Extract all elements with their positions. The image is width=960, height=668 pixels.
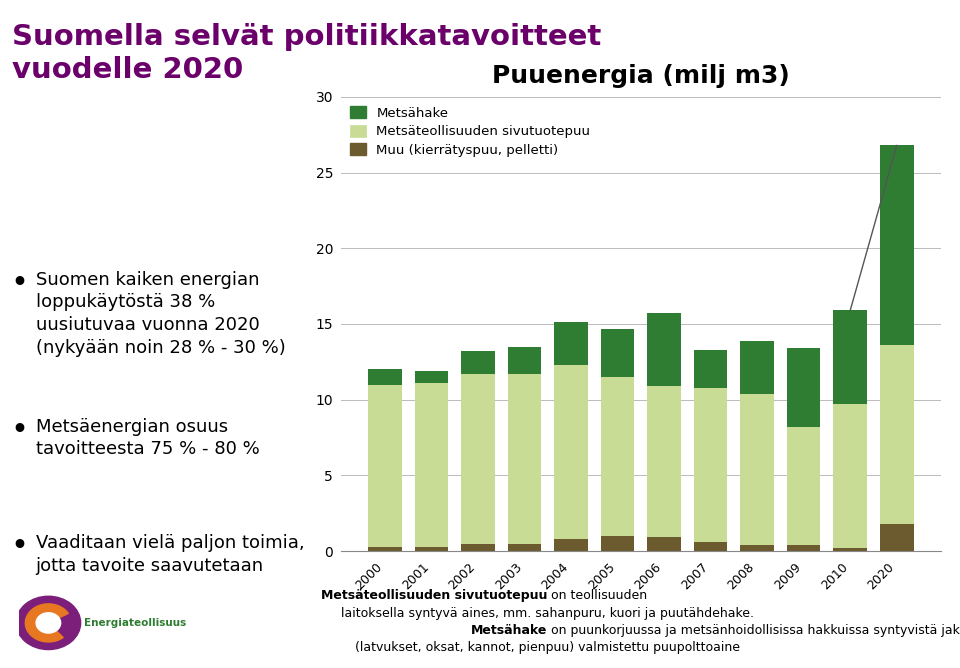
- Text: on teollisuuden: on teollisuuden: [547, 589, 647, 602]
- Bar: [787, 427, 821, 545]
- Bar: [508, 374, 541, 544]
- Wedge shape: [25, 604, 68, 642]
- Bar: [554, 365, 588, 539]
- Bar: [740, 341, 774, 393]
- Bar: [461, 544, 494, 551]
- Text: •: •: [12, 534, 28, 558]
- Bar: [368, 546, 401, 551]
- Circle shape: [36, 613, 60, 633]
- Title: Puuenergia (milj m3): Puuenergia (milj m3): [492, 64, 790, 88]
- Text: (latvukset, oksat, kannot, pienpuu) valmistettu puupolttoaine: (latvukset, oksat, kannot, pienpuu) valm…: [354, 641, 740, 654]
- Text: Metsähake: Metsähake: [470, 624, 547, 637]
- Text: Metsäteollisuuden sivutuotepuu: Metsäteollisuuden sivutuotepuu: [321, 589, 547, 602]
- Bar: [461, 374, 494, 544]
- Bar: [880, 345, 914, 524]
- Bar: [508, 544, 541, 551]
- Bar: [461, 351, 494, 374]
- Bar: [740, 545, 774, 551]
- Bar: [787, 545, 821, 551]
- Bar: [508, 347, 541, 374]
- Text: •: •: [12, 418, 28, 442]
- Bar: [694, 387, 728, 542]
- Text: Vaaditaan vielä paljon toimia,
jotta tavoite saavutetaan: Vaaditaan vielä paljon toimia, jotta tav…: [36, 534, 304, 575]
- Bar: [554, 539, 588, 551]
- Bar: [833, 311, 867, 404]
- Circle shape: [16, 597, 81, 649]
- Text: Metsäenergian osuus
tavoitteesta 75 % - 80 %: Metsäenergian osuus tavoitteesta 75 % - …: [36, 418, 259, 458]
- Bar: [601, 329, 635, 377]
- Bar: [368, 369, 401, 385]
- Bar: [880, 524, 914, 551]
- Text: Energiateollisuus: Energiateollisuus: [84, 618, 187, 628]
- Text: Suomella selvät politiikkatavoitteet
vuodelle 2020: Suomella selvät politiikkatavoitteet vuo…: [12, 23, 601, 84]
- Bar: [833, 548, 867, 551]
- Bar: [740, 393, 774, 545]
- Bar: [833, 404, 867, 548]
- Bar: [787, 348, 821, 427]
- Bar: [647, 538, 681, 551]
- Bar: [415, 546, 448, 551]
- Bar: [694, 542, 728, 551]
- Text: laitoksella syntyvä aines, mm. sahanpuru, kuori ja puutähdehake.: laitoksella syntyvä aines, mm. sahanpuru…: [341, 607, 754, 619]
- Text: Suomen kaiken energian
loppukäytöstä 38 %
uusiutuvaa vuonna 2020
(nykyään noin 2: Suomen kaiken energian loppukäytöstä 38 …: [36, 271, 285, 357]
- Bar: [647, 386, 681, 538]
- Text: on puunkorjuussa ja metsänhoidollisissa hakkuissa syntyvistä jakeista: on puunkorjuussa ja metsänhoidollisissa …: [547, 624, 960, 637]
- Legend: Metsähake, Metsäteollisuuden sivutuotepuu, Muu (kierrätyspuu, pelletti): Metsähake, Metsäteollisuuden sivutuotepu…: [345, 101, 596, 162]
- Bar: [415, 371, 448, 383]
- Text: •: •: [12, 271, 28, 295]
- Bar: [601, 377, 635, 536]
- Bar: [647, 313, 681, 386]
- Bar: [554, 323, 588, 365]
- Bar: [415, 383, 448, 546]
- Bar: [368, 385, 401, 546]
- Bar: [694, 350, 728, 387]
- Bar: [601, 536, 635, 551]
- Bar: [880, 146, 914, 345]
